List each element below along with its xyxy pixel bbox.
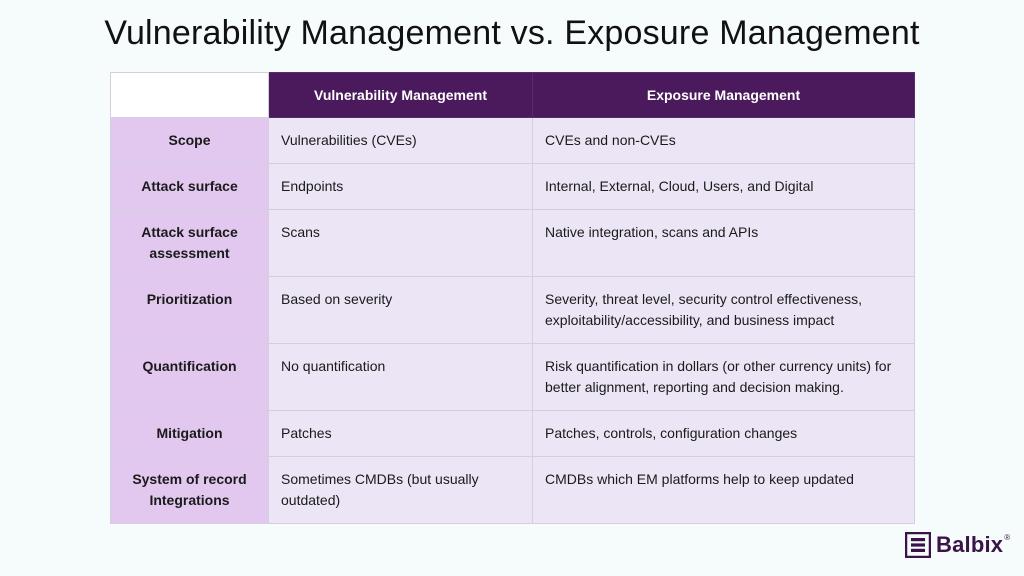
em-cell: Native integration, scans and APIs (532, 209, 915, 277)
table-row: Prioritization Based on severity Severit… (110, 276, 915, 344)
table-row: Scope Vulnerabilities (CVEs) CVEs and no… (110, 117, 915, 164)
row-label: Quantification (110, 343, 269, 411)
header-exposure-management: Exposure Management (532, 72, 915, 118)
row-label: Attack surface (110, 163, 269, 210)
header-blank-cell (110, 72, 269, 118)
balbix-logo-icon (905, 532, 931, 558)
row-label: Prioritization (110, 276, 269, 344)
vm-cell: Sometimes CMDBs (but usually outdated) (268, 456, 533, 524)
vm-cell: Patches (268, 410, 533, 457)
vm-cell: Based on severity (268, 276, 533, 344)
balbix-logo-text: Balbix (936, 532, 1004, 557)
row-label: Attack surface assessment (110, 209, 269, 277)
table-row: System of record Integrations Sometimes … (110, 456, 915, 524)
em-cell: CMDBs which EM platforms help to keep up… (532, 456, 915, 524)
table-row: Quantification No quantification Risk qu… (110, 343, 915, 411)
row-label: System of record Integrations (110, 456, 269, 524)
row-label: Scope (110, 117, 269, 164)
comparison-table: Vulnerability Management Exposure Manage… (110, 72, 915, 524)
registered-mark: ® (1004, 533, 1011, 542)
vm-cell: Scans (268, 209, 533, 277)
page-title: Vulnerability Management vs. Exposure Ma… (104, 14, 920, 52)
vm-cell: Vulnerabilities (CVEs) (268, 117, 533, 164)
em-cell: Internal, External, Cloud, Users, and Di… (532, 163, 915, 210)
vm-cell: Endpoints (268, 163, 533, 210)
table-row: Attack surface assessment Scans Native i… (110, 209, 915, 277)
em-cell: Patches, controls, configuration changes (532, 410, 915, 457)
em-cell: Risk quantification in dollars (or other… (532, 343, 915, 411)
em-cell: Severity, threat level, security control… (532, 276, 915, 344)
table-row: Mitigation Patches Patches, controls, co… (110, 410, 915, 457)
header-vulnerability-management: Vulnerability Management (268, 72, 533, 118)
table-header-row: Vulnerability Management Exposure Manage… (110, 72, 915, 118)
row-label: Mitigation (110, 410, 269, 457)
em-cell: CVEs and non-CVEs (532, 117, 915, 164)
vm-cell: No quantification (268, 343, 533, 411)
balbix-logo: Balbix ® (905, 531, 1010, 559)
table-row: Attack surface Endpoints Internal, Exter… (110, 163, 915, 210)
